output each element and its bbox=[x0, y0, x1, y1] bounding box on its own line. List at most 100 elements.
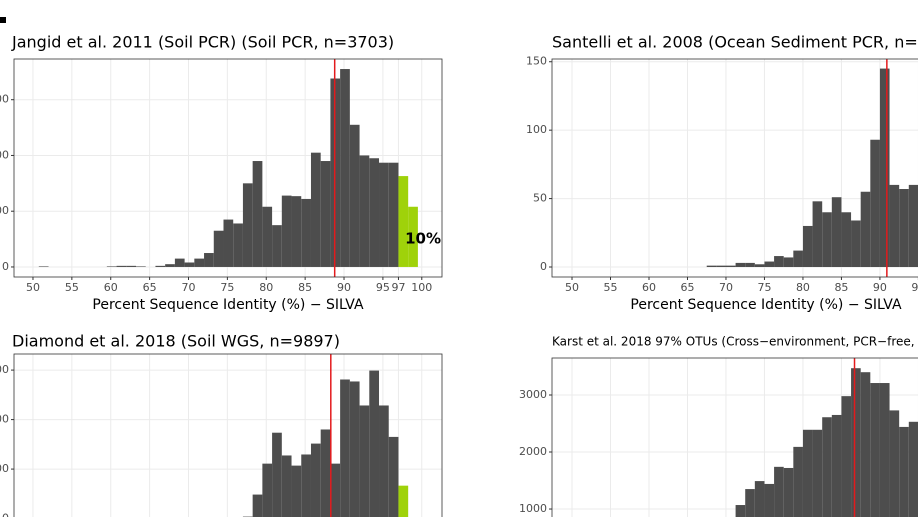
bar bbox=[155, 265, 166, 267]
y-tick-label: 50 bbox=[533, 192, 547, 205]
bar bbox=[716, 265, 726, 268]
x-tick-label: 95 bbox=[911, 281, 918, 294]
bar bbox=[379, 405, 389, 517]
bar bbox=[725, 265, 736, 268]
bar bbox=[349, 124, 360, 267]
bar bbox=[754, 264, 765, 268]
bar bbox=[706, 265, 717, 268]
bar bbox=[793, 446, 803, 517]
bar bbox=[851, 368, 861, 517]
bar bbox=[38, 266, 49, 267]
chart-title: Santelli et al. 2008 (Ocean Sediment PCR… bbox=[552, 33, 918, 52]
bar bbox=[889, 410, 900, 517]
bar bbox=[879, 68, 890, 268]
bar bbox=[764, 261, 775, 268]
x-tick-label: 50 bbox=[565, 281, 579, 294]
bar bbox=[831, 414, 842, 517]
y-tick-label: 0 bbox=[2, 260, 9, 273]
bar bbox=[774, 256, 784, 268]
bar bbox=[783, 257, 794, 268]
bar bbox=[320, 429, 331, 517]
bar bbox=[764, 483, 775, 517]
x-axis-label: Percent Sequence Identity (%) − SILVA bbox=[92, 297, 364, 313]
bar bbox=[735, 262, 746, 268]
panel-border bbox=[13, 58, 443, 278]
bar bbox=[802, 429, 813, 517]
bar bbox=[349, 381, 360, 517]
y-tick-label: 200 bbox=[0, 462, 9, 475]
x-tick-label: 90 bbox=[337, 281, 351, 294]
x-tick-label: 90 bbox=[873, 281, 887, 294]
x-tick-label: 80 bbox=[259, 281, 273, 294]
bar bbox=[889, 184, 900, 268]
x-tick-label: 55 bbox=[65, 281, 79, 294]
chart-title: Jangid et al. 2011 (Soil PCR) (Soil PCR,… bbox=[11, 33, 394, 52]
chart-title: Diamond et al. 2018 (Soil WGS, n=9897) bbox=[12, 332, 340, 351]
bar bbox=[879, 383, 890, 517]
bar bbox=[340, 69, 350, 267]
bar bbox=[388, 162, 399, 267]
bar bbox=[204, 253, 214, 267]
y-tick-label: 0 bbox=[2, 512, 9, 517]
x-tick-label: 97 bbox=[391, 281, 405, 294]
y-tick-label: 150 bbox=[526, 55, 547, 68]
x-tick-label: 85 bbox=[298, 281, 312, 294]
x-tick-label: 65 bbox=[143, 281, 157, 294]
bar bbox=[359, 155, 370, 267]
panel-border bbox=[551, 58, 918, 278]
bar bbox=[165, 264, 175, 267]
bar bbox=[745, 262, 755, 268]
x-axis-label: Percent Sequence Identity (%) − SILVA bbox=[630, 297, 902, 313]
bar bbox=[301, 454, 311, 517]
bar bbox=[174, 258, 185, 267]
bar bbox=[136, 266, 146, 267]
bar bbox=[281, 195, 292, 267]
bar bbox=[233, 223, 243, 267]
x-tick-label: 80 bbox=[796, 281, 810, 294]
y-tick-label: 400 bbox=[0, 413, 9, 426]
bar bbox=[310, 152, 321, 267]
x-tick-label: 70 bbox=[719, 281, 733, 294]
bar bbox=[841, 396, 852, 517]
bar bbox=[369, 158, 380, 267]
bar bbox=[310, 443, 321, 517]
y-tick-label: 1000 bbox=[519, 502, 547, 515]
bar bbox=[116, 265, 127, 267]
y-tick-label: 300 bbox=[0, 93, 9, 106]
x-tick-label: 100 bbox=[411, 281, 432, 294]
panel-border bbox=[551, 357, 918, 517]
bar bbox=[841, 212, 852, 268]
y-tick-label: 3000 bbox=[519, 388, 547, 401]
bar bbox=[812, 429, 823, 517]
bar bbox=[262, 206, 273, 267]
bar bbox=[262, 463, 273, 517]
bar bbox=[398, 485, 409, 517]
bar bbox=[745, 489, 755, 517]
annotation: 10% bbox=[405, 230, 441, 248]
bar bbox=[301, 198, 311, 267]
y-tick-label: 200 bbox=[0, 148, 9, 161]
bar bbox=[899, 189, 909, 268]
bar bbox=[281, 455, 292, 517]
panel-border bbox=[13, 353, 443, 517]
bar bbox=[291, 196, 302, 267]
bar bbox=[398, 176, 409, 267]
x-tick-label: 50 bbox=[26, 281, 40, 294]
bar bbox=[340, 379, 350, 517]
bar bbox=[291, 465, 302, 517]
bar bbox=[330, 463, 341, 517]
x-tick-label: 60 bbox=[104, 281, 118, 294]
bar bbox=[812, 201, 823, 268]
bar bbox=[408, 206, 418, 267]
bar bbox=[754, 481, 765, 517]
bar bbox=[213, 230, 224, 267]
y-tick-label: 600 bbox=[0, 363, 9, 376]
y-tick-label: 2000 bbox=[519, 445, 547, 458]
bar bbox=[223, 219, 234, 267]
bar bbox=[242, 183, 253, 267]
bar bbox=[320, 161, 331, 267]
x-tick-label: 95 bbox=[376, 281, 390, 294]
bar bbox=[184, 262, 195, 267]
y-tick-label: 100 bbox=[0, 204, 9, 217]
